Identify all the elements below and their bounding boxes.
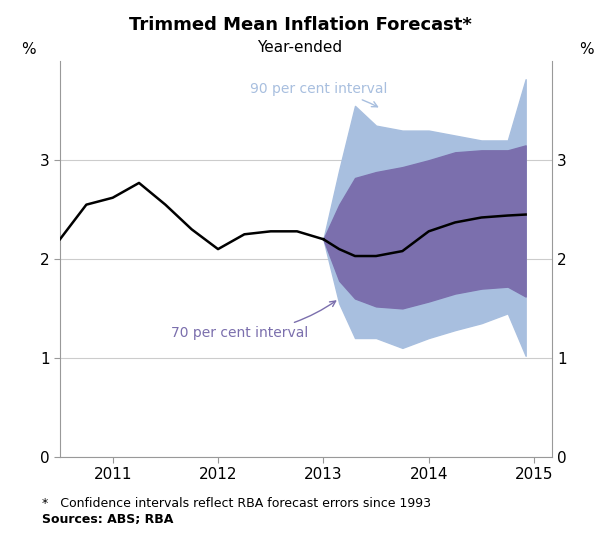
Text: Trimmed Mean Inflation Forecast*: Trimmed Mean Inflation Forecast* bbox=[128, 16, 472, 34]
Text: %: % bbox=[579, 43, 593, 58]
Text: Year-ended: Year-ended bbox=[257, 40, 343, 55]
Text: *   Confidence intervals reflect RBA forecast errors since 1993: * Confidence intervals reflect RBA forec… bbox=[42, 497, 431, 510]
Text: Sources: ABS; RBA: Sources: ABS; RBA bbox=[42, 513, 173, 526]
Text: 90 per cent interval: 90 per cent interval bbox=[250, 82, 387, 107]
Text: 70 per cent interval: 70 per cent interval bbox=[170, 301, 335, 340]
Text: %: % bbox=[20, 43, 35, 58]
